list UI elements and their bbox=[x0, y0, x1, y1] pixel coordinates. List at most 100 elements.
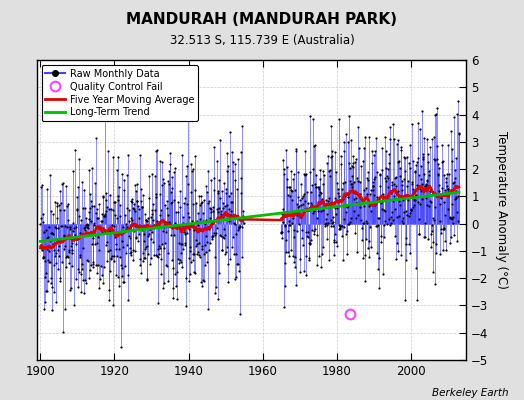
Point bbox=[159, 180, 168, 186]
Point bbox=[324, 220, 332, 226]
Point bbox=[220, 180, 228, 186]
Point bbox=[97, 229, 106, 235]
Point bbox=[439, 247, 447, 253]
Point bbox=[72, 235, 80, 242]
Point bbox=[64, 200, 73, 207]
Point bbox=[195, 240, 203, 246]
Point bbox=[319, 206, 328, 213]
Point bbox=[402, 208, 410, 214]
Point bbox=[89, 264, 97, 270]
Point bbox=[171, 165, 179, 171]
Point bbox=[165, 250, 173, 256]
Point bbox=[278, 235, 287, 242]
Point bbox=[168, 185, 177, 192]
Point bbox=[184, 255, 193, 261]
Point bbox=[112, 246, 121, 252]
Point bbox=[50, 262, 59, 268]
Point bbox=[92, 135, 100, 142]
Point bbox=[195, 193, 203, 199]
Point bbox=[397, 218, 406, 224]
Point bbox=[228, 199, 236, 205]
Point bbox=[200, 196, 208, 203]
Point bbox=[219, 200, 227, 206]
Point bbox=[407, 207, 415, 214]
Point bbox=[71, 147, 80, 153]
Point bbox=[125, 207, 133, 213]
Point bbox=[423, 177, 431, 183]
Point bbox=[46, 171, 54, 178]
Point bbox=[230, 220, 238, 226]
Point bbox=[130, 228, 138, 234]
Point bbox=[285, 218, 293, 224]
Point bbox=[71, 241, 80, 247]
Point bbox=[210, 187, 218, 193]
Point bbox=[446, 128, 455, 134]
Point bbox=[169, 285, 177, 291]
Point bbox=[106, 192, 114, 198]
Point bbox=[418, 180, 426, 187]
Point bbox=[416, 200, 424, 207]
Point bbox=[432, 156, 441, 162]
Point bbox=[348, 164, 357, 170]
Point bbox=[162, 219, 170, 226]
Point bbox=[440, 171, 449, 178]
Point bbox=[92, 262, 101, 268]
Point bbox=[36, 220, 45, 227]
Point bbox=[89, 261, 97, 267]
Point bbox=[50, 253, 59, 259]
Point bbox=[405, 160, 413, 166]
Point bbox=[402, 154, 411, 160]
Point bbox=[408, 121, 416, 127]
Point bbox=[166, 221, 174, 227]
Point bbox=[41, 226, 50, 233]
Point bbox=[398, 178, 406, 185]
Point bbox=[52, 225, 60, 231]
Point bbox=[360, 202, 368, 209]
Point bbox=[325, 257, 333, 263]
Point bbox=[63, 254, 72, 260]
Point bbox=[125, 250, 134, 256]
Point bbox=[222, 186, 231, 192]
Point bbox=[62, 253, 71, 259]
Point bbox=[148, 229, 156, 235]
Point bbox=[72, 223, 80, 230]
Point bbox=[201, 217, 210, 224]
Point bbox=[105, 247, 114, 253]
Point bbox=[213, 188, 222, 194]
Point bbox=[176, 257, 184, 263]
Point bbox=[211, 232, 219, 238]
Point bbox=[227, 244, 236, 250]
Point bbox=[57, 200, 66, 206]
Point bbox=[335, 225, 344, 232]
Point bbox=[137, 204, 146, 210]
Point bbox=[189, 166, 197, 173]
Point bbox=[212, 217, 221, 223]
Point bbox=[201, 262, 209, 268]
Point bbox=[326, 201, 334, 208]
Point bbox=[110, 253, 118, 260]
Point bbox=[184, 112, 192, 118]
Point bbox=[54, 202, 63, 208]
Point bbox=[350, 178, 358, 185]
Point bbox=[297, 202, 305, 208]
Point bbox=[374, 266, 383, 272]
Point bbox=[311, 226, 320, 232]
Point bbox=[58, 258, 66, 265]
Point bbox=[293, 209, 302, 216]
Point bbox=[366, 208, 375, 214]
Point bbox=[75, 156, 83, 162]
Point bbox=[183, 200, 191, 207]
Point bbox=[290, 233, 298, 240]
Point bbox=[319, 181, 328, 187]
Point bbox=[144, 233, 152, 240]
Point bbox=[417, 188, 425, 194]
Point bbox=[444, 171, 453, 178]
Point bbox=[40, 229, 48, 236]
Point bbox=[179, 214, 188, 220]
Point bbox=[433, 172, 442, 178]
Point bbox=[239, 215, 247, 222]
Point bbox=[300, 190, 309, 197]
Point bbox=[147, 207, 156, 213]
Point bbox=[332, 168, 340, 175]
Point bbox=[215, 177, 223, 183]
